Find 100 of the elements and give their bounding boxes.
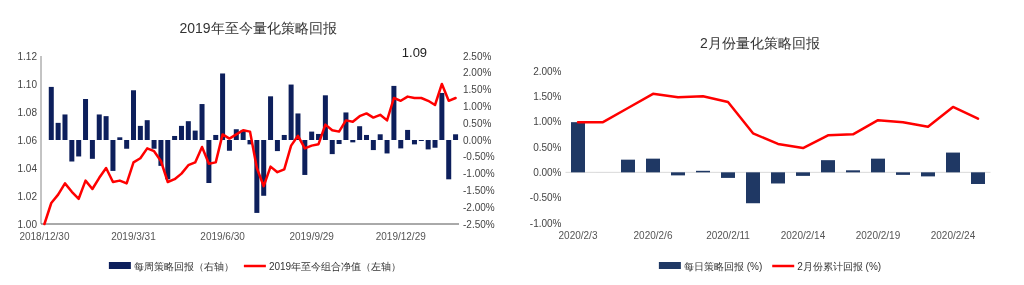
y2-tick-label: -2.50% <box>463 218 495 230</box>
x-tick-label: 2019/3/31 <box>111 231 157 242</box>
legend-label: 每周策略回报（右轴） <box>133 261 234 272</box>
y-tick-label: 1.02 <box>17 190 38 202</box>
annotation: 1.09 <box>401 45 428 60</box>
bar <box>384 140 390 154</box>
y-tick-label: 1.00% <box>533 116 562 128</box>
x-tick-label: 2020/2/3 <box>558 230 598 241</box>
bar <box>281 134 287 140</box>
bar <box>110 140 116 171</box>
y2-tick-label: 0.50% <box>463 117 492 129</box>
bar <box>96 114 102 140</box>
bar <box>363 134 369 140</box>
legend-label: 每日策略回报 (%) <box>683 261 763 272</box>
bar <box>796 172 810 176</box>
bar <box>137 125 143 140</box>
bar <box>453 134 459 140</box>
y2-tick-label: 2.00% <box>463 67 492 79</box>
y2-tick-label: -1.00% <box>463 168 495 180</box>
y-tick-label: 0.00% <box>533 166 562 178</box>
y-tick-label: -1.00% <box>529 217 562 229</box>
bar <box>439 92 445 140</box>
legend-label: 2月份累计回报 (%) <box>797 261 882 272</box>
bar <box>83 99 89 140</box>
bar <box>646 158 660 173</box>
y-tick-label: 2.00% <box>533 65 562 77</box>
bar <box>896 172 910 175</box>
bar <box>425 140 431 150</box>
bar <box>268 96 274 140</box>
line-series <box>43 82 457 226</box>
y-tick-label: -0.50% <box>529 192 562 204</box>
bar <box>871 158 885 173</box>
y-tick-label: 1.00 <box>17 218 38 230</box>
x-tick-label: 2019/6/30 <box>200 231 246 242</box>
y2-tick-label: -1.50% <box>463 184 495 196</box>
bar <box>172 135 178 140</box>
y2-tick-label: 2.50% <box>463 50 492 62</box>
bar <box>131 90 137 140</box>
y2-tick-label: -2.00% <box>463 201 495 213</box>
bar <box>144 120 150 140</box>
bar <box>178 125 184 140</box>
bar <box>226 140 232 151</box>
bar <box>274 140 280 152</box>
bar <box>771 172 785 184</box>
chart-title: 2019年至今量化策略回报 <box>179 20 337 36</box>
bar <box>103 116 109 140</box>
bar <box>124 140 130 149</box>
bar <box>48 86 54 140</box>
x-tick-label: 2020/2/24 <box>930 230 976 241</box>
bar <box>405 129 411 140</box>
bar <box>411 140 417 145</box>
bar <box>432 140 438 148</box>
bar <box>921 172 935 177</box>
bar <box>370 140 376 151</box>
x-tick-label: 2020/2/11 <box>706 230 751 241</box>
y2-tick-label: -0.50% <box>463 151 495 163</box>
bar <box>192 130 198 140</box>
y2-tick-label: 1.00% <box>463 100 492 112</box>
bar <box>971 172 985 184</box>
y-tick-label: 0.50% <box>533 141 562 153</box>
bar <box>946 152 960 173</box>
x-tick-label: 2019/12/29 <box>375 231 427 242</box>
bar <box>69 140 75 162</box>
y2-tick-label: 0.00% <box>463 134 492 146</box>
y-tick-label: 1.06 <box>17 134 38 146</box>
bar <box>309 131 315 140</box>
legend-label: 2019年至今组合净值（左轴） <box>268 261 402 272</box>
bar <box>336 140 342 145</box>
x-tick-label: 2018/12/30 <box>19 231 70 242</box>
y-tick-label: 1.50% <box>533 90 562 102</box>
bar <box>357 126 363 140</box>
bar <box>398 140 404 149</box>
bar <box>199 104 205 140</box>
x-tick-label: 2020/2/6 <box>633 230 673 241</box>
bar <box>571 122 585 173</box>
y-tick-label: 1.08 <box>17 106 38 118</box>
bar <box>821 160 835 173</box>
x-tick-label: 2019/9/29 <box>289 231 335 242</box>
bar <box>220 73 226 140</box>
bar <box>213 134 219 140</box>
chart-title: 2月份量化策略回报 <box>700 35 820 51</box>
bar <box>117 137 123 140</box>
bar <box>89 140 95 159</box>
bar <box>721 172 735 178</box>
bar <box>377 134 383 140</box>
y-tick-label: 1.10 <box>17 78 38 90</box>
bar <box>846 170 860 173</box>
line-series <box>576 92 980 150</box>
bar <box>165 140 171 180</box>
bar <box>671 172 685 176</box>
x-tick-label: 2020/2/14 <box>780 230 826 241</box>
bar <box>446 140 452 180</box>
y-tick-label: 1.12 <box>17 50 38 62</box>
bar <box>185 121 191 140</box>
bar <box>76 140 82 157</box>
bar <box>329 140 335 155</box>
bar <box>621 159 635 173</box>
bar <box>746 172 760 204</box>
y2-tick-label: 1.50% <box>463 84 492 96</box>
y-tick-label: 1.04 <box>17 162 38 174</box>
